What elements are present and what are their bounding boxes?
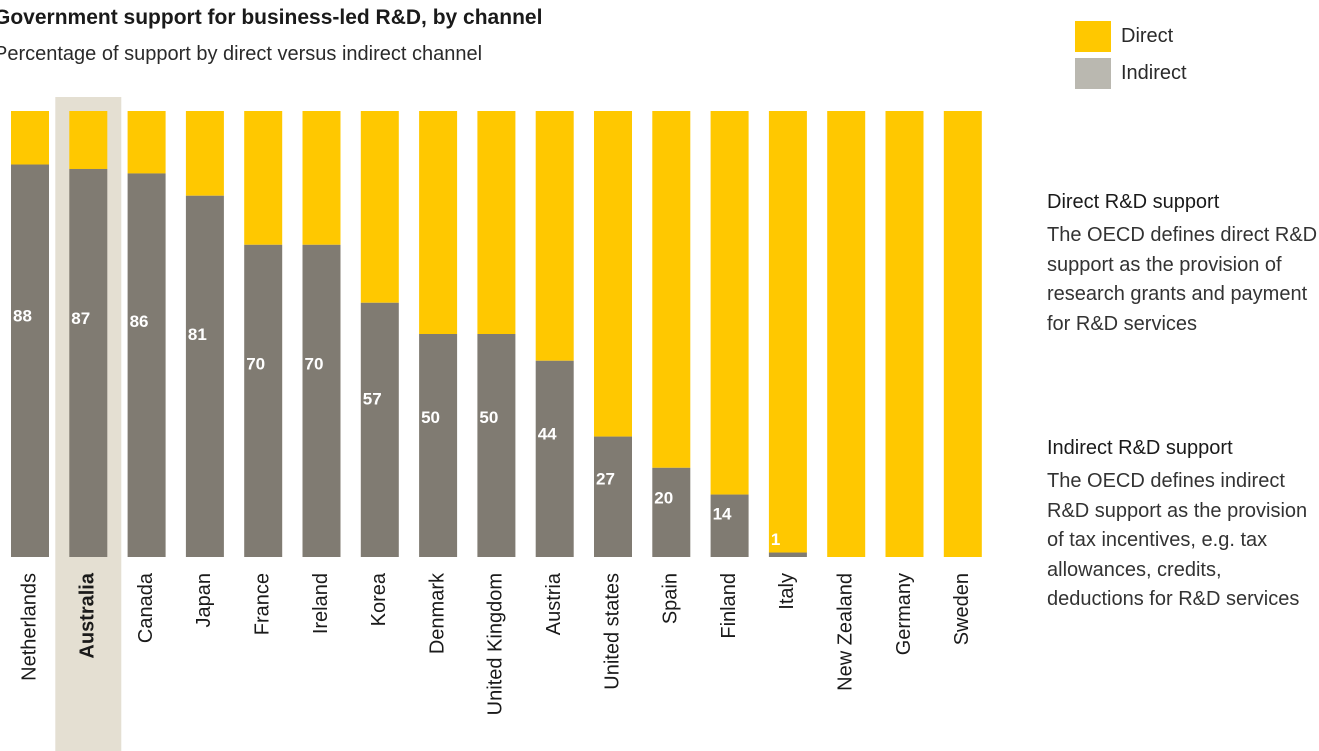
- category-label-spain: Spain: [660, 573, 682, 624]
- legend: Direct Indirect: [1075, 18, 1187, 92]
- bar-indirect-australia: [69, 168, 108, 558]
- bar-indirect-france: [244, 244, 283, 558]
- bar-direct-italy: [768, 111, 807, 553]
- bar-direct-austria: [535, 111, 574, 361]
- bar-direct-netherlands: [11, 111, 49, 165]
- bar-direct-finland: [710, 111, 749, 495]
- category-label-united-states: United states: [601, 573, 623, 690]
- note-indirect-body: The OECD defines indirect R&D support as…: [1047, 470, 1308, 610]
- bar-direct-canada: [127, 111, 166, 174]
- note-direct-title: Direct R&D support: [1047, 191, 1220, 213]
- category-label-netherlands: Netherlands: [18, 573, 40, 681]
- note-direct-body: The OECD defines direct R&D support as t…: [1047, 224, 1318, 335]
- bar-direct-japan: [185, 111, 224, 196]
- bar-indirect-korea: [360, 302, 399, 557]
- category-label-italy: Italy: [776, 573, 798, 610]
- data-label-ireland: 70: [305, 355, 324, 374]
- legend-label-indirect: Indirect: [1121, 62, 1187, 84]
- bar-direct-united-states: [594, 111, 632, 437]
- legend-item-direct: Direct: [1075, 18, 1187, 55]
- bar-direct-australia: [69, 111, 108, 169]
- category-label-sweden: Sweden: [951, 573, 973, 645]
- bar-indirect-denmark: [419, 334, 458, 557]
- category-label-canada: Canada: [135, 572, 157, 643]
- data-label-denmark: 50: [421, 408, 440, 427]
- bar-direct-germany: [885, 111, 924, 557]
- data-label-japan: 81: [188, 325, 207, 344]
- note-indirect: Indirect R&D support The OECD defines in…: [1047, 435, 1319, 615]
- bar-direct-new-zealand: [827, 111, 866, 557]
- note-indirect-title: Indirect R&D support: [1047, 437, 1233, 459]
- data-label-finland: 14: [713, 505, 732, 524]
- stacked-bar-chart: 88 Netherlands 87 Australia 86 Canada 81 Japan 7…: [11, 97, 982, 751]
- bar-direct-spain: [652, 111, 691, 468]
- data-label-korea: 57: [363, 389, 382, 408]
- data-label-france: 70: [246, 355, 265, 374]
- data-label-united-kingdom: 50: [479, 408, 498, 427]
- bar-direct-france: [244, 111, 283, 245]
- category-label-ireland: Ireland: [310, 573, 332, 634]
- data-label-italy: 1: [771, 530, 780, 549]
- bar-indirect-united-states: [594, 436, 632, 557]
- bar-indirect-canada: [127, 173, 166, 557]
- category-label-austria: Austria: [543, 572, 565, 635]
- bar-direct-korea: [360, 111, 399, 303]
- bar-indirect-united-kingdom: [477, 334, 516, 557]
- category-label-denmark: Denmark: [426, 572, 448, 654]
- category-label-japan: Japan: [193, 573, 215, 628]
- data-label-australia: 87: [71, 309, 90, 328]
- chart-title: Government support for business-led R&D,…: [0, 6, 543, 29]
- bar-direct-united-kingdom: [477, 111, 516, 334]
- bar-indirect-finland: [710, 494, 749, 557]
- category-label-korea: Korea: [368, 572, 390, 626]
- bar-indirect-spain: [652, 467, 691, 557]
- bar-direct-ireland: [302, 111, 341, 245]
- legend-item-indirect: Indirect: [1075, 55, 1187, 92]
- legend-swatch-indirect: [1075, 58, 1111, 89]
- category-label-new-zealand: New Zealand: [834, 573, 856, 691]
- category-label-united-kingdom: United Kingdom: [485, 573, 507, 715]
- category-label-finland: Finland: [718, 573, 740, 639]
- bar-indirect-ireland: [302, 244, 341, 558]
- bar-direct-sweden: [943, 111, 982, 557]
- category-label-france: France: [251, 573, 273, 635]
- data-label-canada: 86: [130, 312, 149, 331]
- data-label-united-states: 27: [596, 470, 615, 489]
- data-label-austria: 44: [538, 424, 557, 443]
- legend-label-direct: Direct: [1121, 25, 1174, 47]
- bar-indirect-austria: [535, 360, 574, 557]
- legend-swatch-direct: [1075, 21, 1111, 52]
- bar-direct-denmark: [419, 111, 458, 334]
- note-direct: Direct R&D support The OECD defines dire…: [1047, 189, 1319, 339]
- data-label-netherlands: 88: [13, 307, 32, 326]
- bar-indirect-netherlands: [11, 164, 49, 557]
- bar-indirect-japan: [185, 195, 224, 558]
- category-label-australia: Australia: [77, 572, 99, 658]
- category-label-germany: Germany: [893, 573, 915, 655]
- chart-subtitle: Percentage of support by direct versus i…: [0, 43, 483, 65]
- bar-indirect-italy: [768, 552, 807, 557]
- data-label-spain: 20: [654, 488, 673, 507]
